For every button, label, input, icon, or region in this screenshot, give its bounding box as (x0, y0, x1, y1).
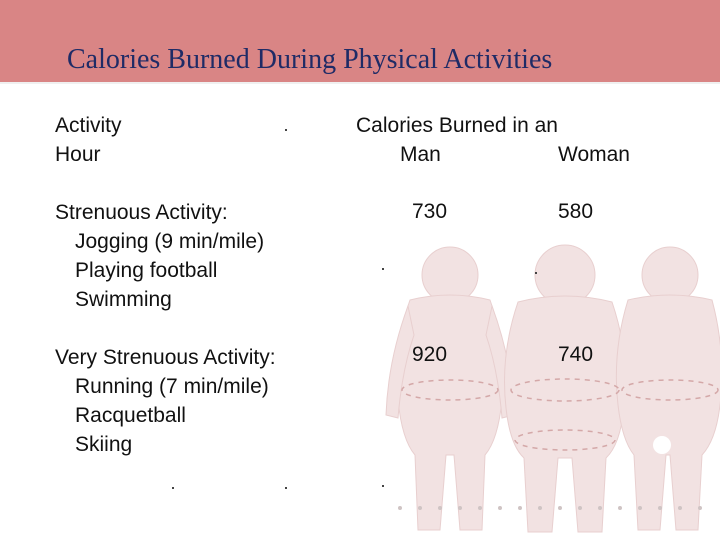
white-dot-marker (653, 436, 671, 454)
activity-header-line1: Activity (55, 114, 122, 137)
stray-dot (382, 268, 384, 270)
activity-group-very-strenuous: Very Strenuous Activity: Running (7 min/… (55, 343, 276, 459)
activity-item: Running (7 min/mile) (75, 375, 269, 398)
man-calories-very-strenuous: 920 (412, 343, 448, 366)
stray-dot (535, 272, 537, 274)
stray-dot (285, 487, 287, 489)
woman-calories-very-strenuous: 740 (558, 343, 594, 366)
activity-item: Jogging (9 min/mile) (75, 230, 265, 253)
group-heading: Very Strenuous Activity: (55, 346, 276, 369)
man-calories-strenuous: 730 (412, 200, 448, 223)
body-silhouettes-image (385, 244, 720, 533)
group-heading: Strenuous Activity: (55, 201, 228, 224)
calories-header: Calories Burned in an (356, 114, 558, 137)
woman-header: Woman (558, 143, 630, 166)
activity-header: Activity Hour (55, 111, 122, 169)
man-header: Man (400, 143, 441, 166)
stray-dot (172, 487, 174, 489)
woman-calories-strenuous: 580 (558, 200, 594, 223)
stray-dot (285, 129, 287, 131)
title-band (0, 0, 720, 82)
activity-item: Swimming (75, 288, 172, 311)
stray-dot (382, 485, 384, 487)
activity-header-line2: Hour (55, 143, 101, 166)
activity-item: Playing football (75, 259, 218, 282)
activity-group-strenuous: Strenuous Activity: Jogging (9 min/mile)… (55, 198, 264, 314)
activity-item: Skiing (75, 433, 133, 456)
activity-item: Racquetball (75, 404, 186, 427)
slide-title: Calories Burned During Physical Activiti… (67, 44, 553, 75)
title-divider (0, 82, 720, 84)
